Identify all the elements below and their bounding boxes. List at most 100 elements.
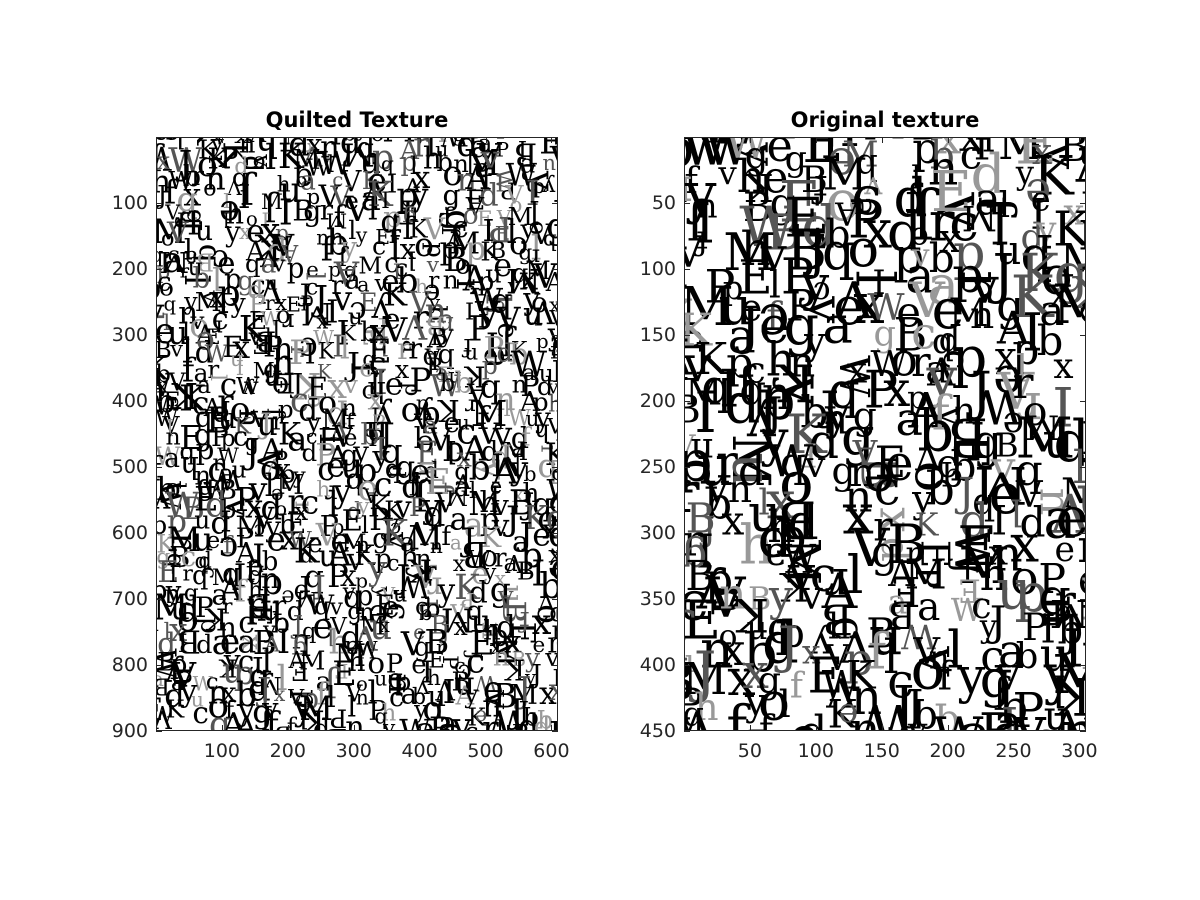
- svg-text:l: l: [465, 256, 475, 291]
- svg-text:u: u: [542, 154, 556, 179]
- svg-text:c: c: [306, 425, 317, 449]
- svg-text:B: B: [157, 336, 172, 364]
- svg-text:f: f: [550, 336, 558, 365]
- svg-text:v: v: [427, 325, 445, 359]
- svg-text:h: h: [157, 164, 171, 200]
- svg-text:o: o: [463, 201, 479, 231]
- svg-text:n: n: [230, 349, 244, 374]
- svg-text:o: o: [276, 300, 291, 329]
- svg-text:d: d: [260, 489, 282, 529]
- svg-text:v: v: [248, 323, 263, 351]
- svg-text:n: n: [188, 257, 203, 285]
- texture-glyph-layer: bleyvfldBcuepeMeElJcdVhKIWhByIBPppvBAxxx…: [685, 138, 1085, 731]
- svg-text:V: V: [265, 453, 284, 479]
- svg-text:y: y: [416, 396, 435, 432]
- svg-text:q: q: [381, 152, 394, 176]
- svg-text:r: r: [428, 267, 440, 294]
- svg-text:E: E: [286, 293, 301, 317]
- svg-text:e: e: [381, 264, 399, 300]
- svg-text:A: A: [260, 433, 283, 468]
- svg-text:E: E: [205, 325, 221, 350]
- svg-text:c: c: [219, 529, 239, 570]
- svg-text:A: A: [327, 536, 352, 574]
- svg-text:P: P: [235, 480, 257, 519]
- svg-text:l: l: [414, 421, 423, 455]
- svg-text:c: c: [306, 274, 319, 300]
- svg-text:h: h: [479, 485, 498, 519]
- svg-text:J: J: [263, 190, 279, 229]
- y-tick-label: 250: [639, 456, 676, 478]
- svg-text:y: y: [382, 716, 396, 731]
- svg-text:q: q: [157, 243, 164, 268]
- svg-text:v: v: [491, 508, 510, 544]
- svg-text:V: V: [504, 181, 524, 211]
- svg-text:p: p: [167, 504, 187, 540]
- svg-text:K: K: [384, 496, 404, 525]
- svg-text:g: g: [438, 209, 479, 232]
- svg-text:q: q: [423, 342, 440, 372]
- svg-text:E: E: [179, 418, 203, 457]
- svg-text:P: P: [511, 436, 526, 461]
- svg-text:M: M: [276, 470, 304, 501]
- svg-text:K: K: [294, 364, 322, 405]
- svg-text:E: E: [307, 371, 328, 405]
- svg-text:V: V: [161, 411, 180, 439]
- svg-text:c: c: [220, 367, 238, 403]
- svg-text:A: A: [491, 452, 518, 493]
- svg-text:P: P: [272, 445, 288, 473]
- svg-text:K: K: [239, 309, 266, 350]
- svg-text:V: V: [166, 216, 189, 250]
- svg-text:M: M: [167, 520, 201, 559]
- svg-text:d: d: [288, 138, 310, 164]
- y-tick-mark: [552, 335, 558, 336]
- svg-text:y: y: [340, 231, 357, 264]
- svg-text:y: y: [446, 227, 462, 257]
- svg-text:V: V: [505, 549, 524, 577]
- svg-text:B: B: [206, 401, 232, 442]
- svg-text:a: a: [163, 240, 184, 281]
- svg-text:P: P: [552, 355, 559, 389]
- svg-text:b: b: [194, 551, 208, 576]
- svg-text:v: v: [332, 279, 353, 319]
- svg-text:d: d: [278, 399, 294, 428]
- svg-text:P: P: [501, 177, 517, 205]
- svg-text:V: V: [259, 272, 284, 310]
- svg-text:u: u: [194, 505, 210, 534]
- x-tick-mark: [749, 137, 751, 143]
- y-tick-mark: [1080, 599, 1086, 600]
- svg-text:o: o: [357, 468, 378, 509]
- svg-text:o: o: [549, 482, 559, 521]
- svg-text:a: a: [450, 503, 468, 538]
- svg-text:h: h: [226, 196, 244, 230]
- svg-text:B: B: [814, 720, 854, 731]
- svg-text:h: h: [400, 539, 419, 573]
- svg-text:n: n: [256, 410, 278, 449]
- x-tick-mark: [1013, 137, 1015, 143]
- svg-text:y: y: [509, 448, 529, 487]
- svg-text:K: K: [545, 438, 558, 473]
- svg-text:c: c: [394, 253, 408, 282]
- svg-text:J: J: [174, 217, 208, 232]
- y-tick-label: 200: [111, 258, 148, 280]
- svg-text:u: u: [401, 196, 419, 229]
- svg-text:b: b: [221, 495, 237, 524]
- svg-text:x: x: [400, 232, 417, 266]
- svg-text:E: E: [477, 207, 493, 232]
- quilted-texture-title: Quilted Texture: [265, 108, 449, 132]
- svg-text:V: V: [532, 257, 558, 296]
- svg-text:r: r: [290, 501, 319, 513]
- svg-text:W: W: [203, 478, 229, 507]
- svg-text:K: K: [254, 226, 281, 266]
- svg-text:x: x: [541, 518, 557, 549]
- svg-text:u: u: [167, 313, 188, 352]
- svg-text:g: g: [518, 240, 532, 265]
- svg-text:f: f: [790, 666, 806, 707]
- svg-text:l: l: [368, 192, 378, 227]
- svg-text:p: p: [396, 176, 418, 216]
- svg-text:A: A: [476, 138, 503, 174]
- svg-text:I: I: [374, 363, 388, 403]
- svg-text:V: V: [439, 138, 467, 147]
- x-tick-mark: [221, 137, 223, 143]
- svg-text:y: y: [224, 216, 241, 249]
- svg-text:o: o: [197, 145, 218, 185]
